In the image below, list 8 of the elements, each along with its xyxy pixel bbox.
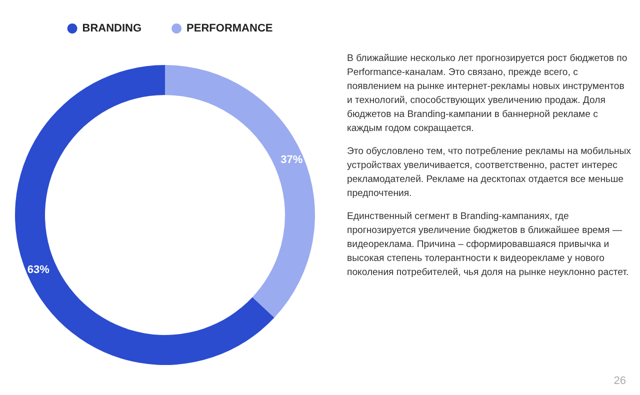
text: В ближайшие несколько лет прогнозируется рост бюджетов по Performance-каналам. Это связано, прежде всего, с появлением на рынке интернет-рекламы новых инструментов и технологий, способствующих увеличению продаж. Доля бюджетов на Branding-кампании в баннерной рекламе с каждым годом сокращается. [347, 52, 628, 136]
data-label: 63% [27, 264, 50, 276]
text: 26 [614, 375, 626, 387]
text: Единственный сегмент в Branding-кампаниях, где прогнозируется увеличение бюджетов в ближайшее время — видеореклама. Причина – сформировавшаяся привычка и высокая степень толерантности к видеорекламе у нового поколения потребителей, чья доля на рынке неуклонно растет. [347, 210, 630, 280]
data-label: 37% [280, 154, 303, 166]
legend-label: PERFORMANCE [186, 22, 273, 34]
legend-label: BRANDING [82, 22, 142, 34]
text: Это обусловлено тем, что потребление рекламы на мобильных устройствах увеличивается, соответственно, растет интерес рекламодателей. Рекламе на десктопах отдается все меньше предпочтения. [347, 145, 632, 201]
